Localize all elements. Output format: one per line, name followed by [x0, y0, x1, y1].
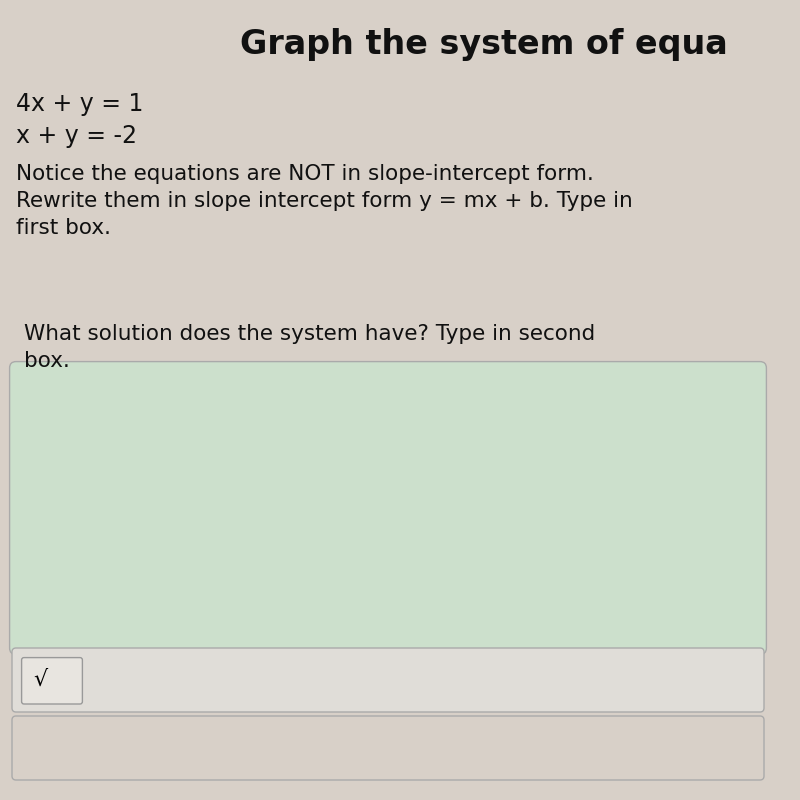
Text: √: √: [34, 670, 70, 690]
Text: Graph the system of equa: Graph the system of equa: [240, 28, 728, 61]
FancyBboxPatch shape: [12, 716, 764, 780]
FancyBboxPatch shape: [22, 658, 82, 704]
Text: What solution does the system have? Type in second
box.: What solution does the system have? Type…: [24, 324, 595, 371]
Text: 4x + y = 1: 4x + y = 1: [16, 92, 143, 116]
FancyBboxPatch shape: [12, 648, 764, 712]
Text: x + y = -2: x + y = -2: [16, 124, 137, 148]
Text: Notice the equations are NOT in slope-intercept form.
Rewrite them in slope inte: Notice the equations are NOT in slope-in…: [16, 164, 633, 238]
FancyBboxPatch shape: [10, 362, 766, 654]
